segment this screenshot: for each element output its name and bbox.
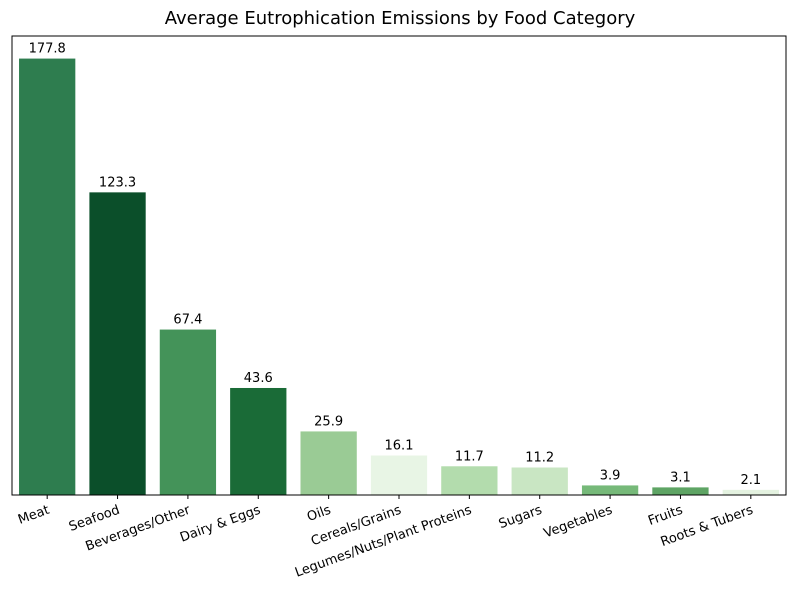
bar-sugars: [511, 467, 568, 495]
x-tick-label: Sugars: [497, 503, 544, 533]
value-label: 177.8: [29, 42, 66, 57]
bar-dairy-eggs: [230, 387, 287, 495]
chart-title: Average Eutrophication Emissions by Food…: [165, 8, 636, 29]
x-tick-label: Fruits: [646, 503, 685, 529]
value-labels-group: 177.8 123.3 67.4 43.6 25.9 16.1 11.7 11.2 3.9 3.1…: [29, 42, 762, 488]
value-label: 2.1: [740, 473, 761, 488]
bar-beverages-other: [159, 329, 217, 495]
x-tick-label: Oils: [305, 503, 333, 525]
x-tick-label: Meat: [16, 503, 51, 528]
bar-cereals-grains: [370, 455, 428, 495]
x-tick-label: Dairy & Eggs: [178, 503, 263, 546]
bars-group: [19, 58, 779, 495]
value-label: 11.7: [455, 449, 484, 464]
plot-frame: [11, 35, 787, 496]
bar-legumes-nuts-plant-proteins: [441, 466, 498, 495]
bar-meat: [19, 58, 76, 495]
bar-oils: [300, 431, 357, 495]
value-label: 3.1: [670, 470, 691, 485]
value-label: 123.3: [99, 175, 136, 190]
bar-roots-tubers: [722, 489, 779, 495]
bar-fruits: [652, 487, 709, 495]
x-tick-label: Vegetables: [542, 503, 615, 542]
bar-seafood: [89, 192, 146, 495]
value-label: 3.9: [600, 468, 621, 483]
value-label: 11.2: [525, 451, 554, 466]
value-label: 43.6: [244, 371, 273, 386]
value-label: 25.9: [314, 414, 343, 429]
value-label: 16.1: [385, 438, 414, 453]
bar-vegetables: [581, 485, 639, 495]
value-label: 67.4: [173, 313, 202, 328]
